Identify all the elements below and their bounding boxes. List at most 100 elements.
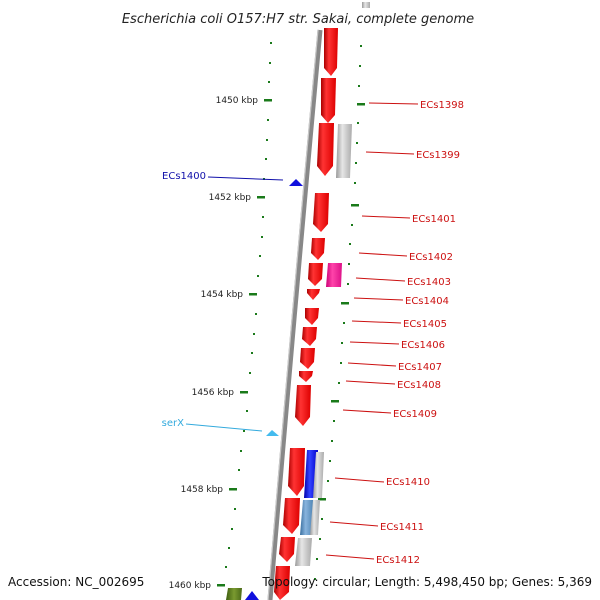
tick-dot	[257, 275, 259, 277]
major-tick	[357, 103, 365, 106]
tick-dot	[316, 558, 318, 560]
leader-line	[349, 341, 400, 345]
gene-label-ecs1402[interactable]: ECs1402	[409, 252, 453, 263]
gray-block[interactable]	[362, 2, 370, 8]
serx-arrow[interactable]	[266, 430, 279, 436]
tick-dot	[321, 518, 323, 520]
leader-line	[361, 215, 411, 219]
backbone-highlight	[267, 29, 319, 600]
cds-arrow[interactable]	[308, 263, 323, 286]
blue-bottom-arrow[interactable]	[245, 591, 259, 600]
tick-dot	[225, 566, 227, 568]
gene-label-ecs1408[interactable]: ECs1408	[397, 380, 441, 391]
tick-dot	[340, 362, 342, 364]
gray-block[interactable]	[310, 500, 320, 535]
cds-arrow[interactable]	[311, 238, 325, 260]
leader-line	[368, 102, 419, 105]
tick-dot	[231, 528, 233, 530]
cds-arrow[interactable]	[313, 193, 329, 232]
tick-label: 1460 kbp	[169, 581, 212, 591]
cds-arrow[interactable]	[299, 371, 313, 382]
gray-block[interactable]	[336, 124, 352, 178]
tick-dot	[240, 450, 242, 452]
cds-arrow[interactable]	[274, 566, 290, 600]
tick-dot	[357, 122, 359, 124]
tick-dot	[358, 85, 360, 87]
accession-text: Accession: NC_002695	[8, 575, 144, 589]
gene-label-ecs1412[interactable]: ECs1412	[376, 555, 420, 566]
cds-arrow[interactable]	[283, 498, 300, 534]
gene-label-ecs1407[interactable]: ECs1407	[398, 362, 442, 373]
leader-line	[329, 521, 379, 527]
major-tick	[257, 196, 265, 199]
cds-arrow[interactable]	[302, 327, 317, 346]
tick-dot	[348, 263, 350, 265]
tick-ring-right	[314, 45, 365, 580]
leader-line	[353, 297, 404, 301]
gene-label-ecs1401[interactable]: ECs1401	[412, 214, 456, 225]
pink-block[interactable]	[326, 263, 342, 287]
cds-arrow[interactable]	[295, 385, 311, 426]
tick-dot	[360, 45, 362, 47]
leader-lines	[185, 102, 419, 560]
leader-line	[185, 423, 263, 432]
steel-block[interactable]	[300, 500, 314, 535]
cds-arrow[interactable]	[305, 308, 319, 325]
cds-arrow[interactable]	[307, 289, 320, 300]
major-tick	[249, 293, 257, 296]
cds-arrow[interactable]	[300, 348, 315, 369]
tick-dot	[251, 352, 253, 354]
gene-label-ecs1398[interactable]: ECs1398	[420, 100, 464, 111]
gray-block[interactable]	[295, 538, 312, 566]
cds-arrow[interactable]	[317, 123, 334, 176]
leader-line	[342, 409, 392, 414]
genome-summary-text: Topology: circular; Length: 5,498,450 bp…	[261, 575, 592, 589]
tick-dot	[329, 460, 331, 462]
tick-dot	[343, 322, 345, 324]
map-title: Escherichia coli O157:H7 str. Sakai, com…	[122, 12, 474, 27]
tick-dot	[354, 182, 356, 184]
tick-label: 1458 kbp	[181, 485, 224, 495]
ecs1400-arrow[interactable]	[289, 179, 303, 186]
tick-dot	[347, 283, 349, 285]
leader-line	[351, 320, 402, 324]
gene-label-ecs1404[interactable]: ECs1404	[405, 296, 449, 307]
tick-dot	[261, 236, 263, 238]
gene-label-serx[interactable]: serX	[162, 418, 184, 429]
tick-dot	[238, 469, 240, 471]
leader-line	[365, 151, 415, 155]
gene-label-ecs1406[interactable]: ECs1406	[401, 340, 445, 351]
gene-label-ecs1409[interactable]: ECs1409	[393, 409, 437, 420]
cds-arrow[interactable]	[288, 448, 305, 496]
leader-line	[334, 477, 385, 483]
tick-dot	[319, 538, 321, 540]
gene-label-ecs1399[interactable]: ECs1399	[416, 150, 460, 161]
tick-dot	[265, 158, 267, 160]
tick-dot	[351, 224, 353, 226]
tick-label: 1454 kbp	[201, 290, 244, 300]
major-tick	[229, 488, 237, 491]
leader-line	[345, 380, 396, 385]
gene-label-ecs1405[interactable]: ECs1405	[403, 319, 447, 330]
tick-dot	[331, 440, 333, 442]
gene-label-ecs1411[interactable]: ECs1411	[380, 522, 424, 533]
forward-cds-track	[274, 28, 338, 600]
leader-line	[325, 554, 375, 560]
gene-label-ecs1410[interactable]: ECs1410	[386, 477, 430, 488]
major-tick	[318, 498, 326, 501]
cds-arrow[interactable]	[279, 537, 295, 562]
leader-line	[358, 252, 408, 257]
gene-label-ecs1403[interactable]: ECs1403	[407, 277, 451, 288]
gray-block[interactable]	[313, 452, 324, 498]
tick-dot	[338, 382, 340, 384]
gene-label-ecs1400[interactable]: ECs1400	[162, 171, 206, 182]
major-tick	[351, 204, 359, 207]
major-tick	[264, 99, 272, 102]
cds-arrow[interactable]	[324, 28, 338, 76]
cds-arrow[interactable]	[321, 78, 336, 123]
major-tick	[331, 400, 339, 403]
green-block[interactable]	[226, 588, 242, 600]
gene-labels: ECs1398 ECs1399 ECs1400 ECs1401 ECs1402 …	[162, 100, 464, 566]
tick-dot	[249, 372, 251, 374]
